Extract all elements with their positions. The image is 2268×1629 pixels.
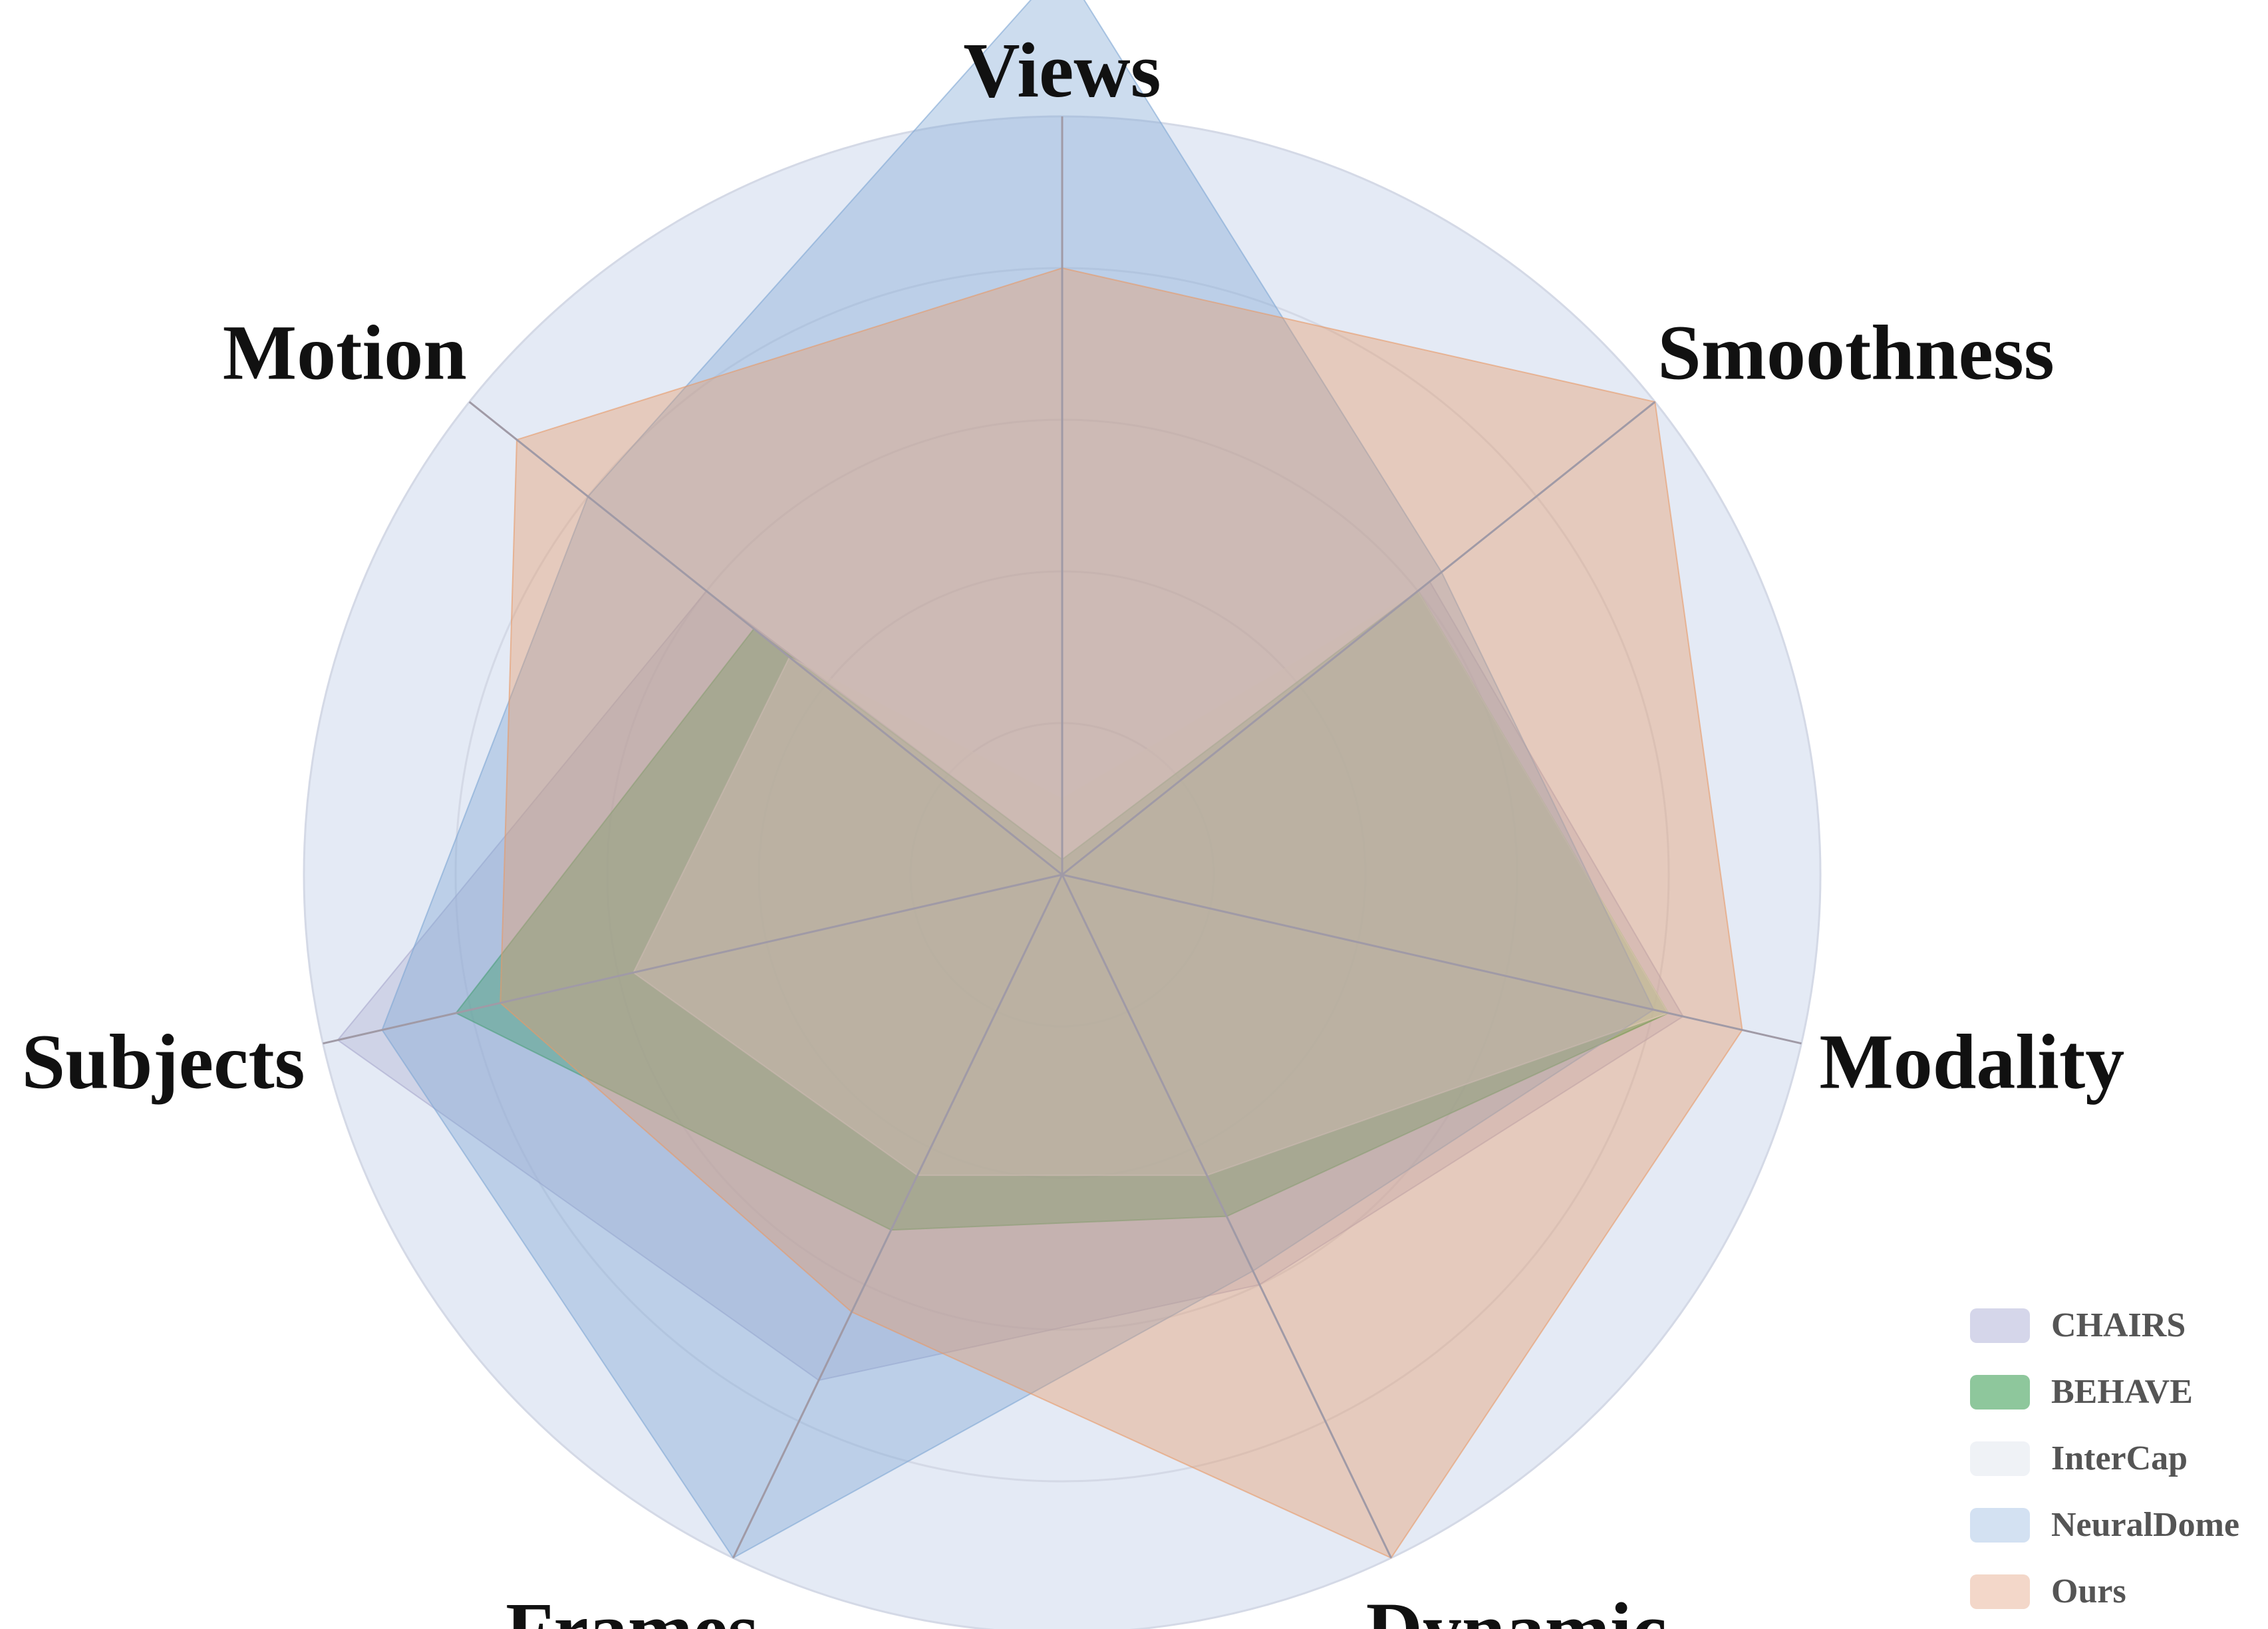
legend-label-ours: Ours [2051,1572,2126,1610]
axis-label-subjects: Subjects [21,1018,305,1105]
axis-label-views: Views [963,27,1161,114]
legend-swatch-behave [1970,1375,2030,1409]
axis-label-modality: Modality [1819,1018,2124,1105]
legend-swatch-intercap [1970,1441,2030,1476]
axis-spoke [1062,873,1802,1045]
legend-label-behave: BEHAVE [2051,1373,2193,1411]
axis-label-smoothness: Smoothness [1657,309,2055,396]
axis-spoke [1061,874,1392,1558]
legend-swatch-ours [1970,1574,2030,1609]
axis-spoke [323,873,1063,1045]
axis-label-frames: Frames [505,1586,758,1629]
legend-swatch-neuraldome [1970,1508,2030,1543]
axis-label-motion: Motion [223,309,467,396]
axis-spoke [1062,401,1656,876]
legend-swatch-chairs [1970,1308,2030,1343]
series-area-intercap [633,590,1669,1176]
axis-label-dynamic: Dynamic [1366,1586,1667,1629]
axis-spoke [468,401,1063,876]
axis-spoke [732,874,1063,1558]
series-area-ours [499,267,1743,1559]
legend-label-chairs: CHAIRS [2051,1306,2186,1344]
legend-label-neuraldome: NeuralDome [2051,1506,2239,1544]
series-area-neuraldome [381,0,1655,1559]
legend: CHAIRS BEHAVE InterCap NeuralDome Ours [1970,1306,2239,1610]
legend-label-intercap: InterCap [2051,1439,2188,1477]
